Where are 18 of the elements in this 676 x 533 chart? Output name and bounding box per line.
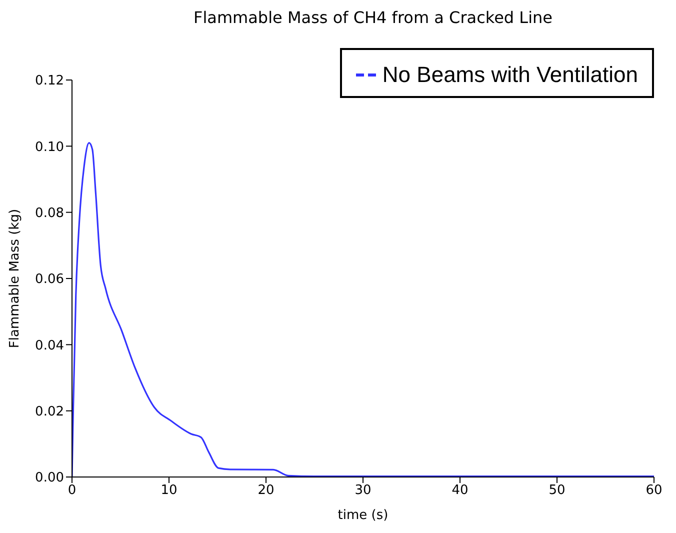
x-tick-label: 60 — [646, 483, 662, 498]
y-tick-label: 0.00 — [35, 470, 64, 486]
legend-label: No Beams with Ventilation — [382, 62, 638, 88]
y-tick-label: 0.04 — [35, 338, 64, 354]
x-tick-label: 30 — [354, 483, 372, 498]
y-tick-label: 0.06 — [35, 272, 64, 288]
y-tick-label: 0.10 — [35, 140, 64, 155]
x-tick-label: 10 — [160, 483, 178, 498]
x-axis-title: time (s) — [338, 508, 388, 523]
y-tick-label: 0.02 — [35, 404, 64, 420]
x-tick-label: 0 — [68, 483, 76, 498]
x-tick-label: 40 — [452, 483, 468, 498]
y-tick-label: 0.12 — [35, 74, 64, 89]
y-tick-label: 0.08 — [35, 206, 64, 221]
chart-title: Flammable Mass of CH4 from a Cracked Line — [192, 8, 554, 27]
x-tick-label: 50 — [548, 483, 566, 498]
x-tick-label: 20 — [258, 483, 274, 498]
y-axis-title: Flammable Mass (kg) — [8, 208, 23, 348]
